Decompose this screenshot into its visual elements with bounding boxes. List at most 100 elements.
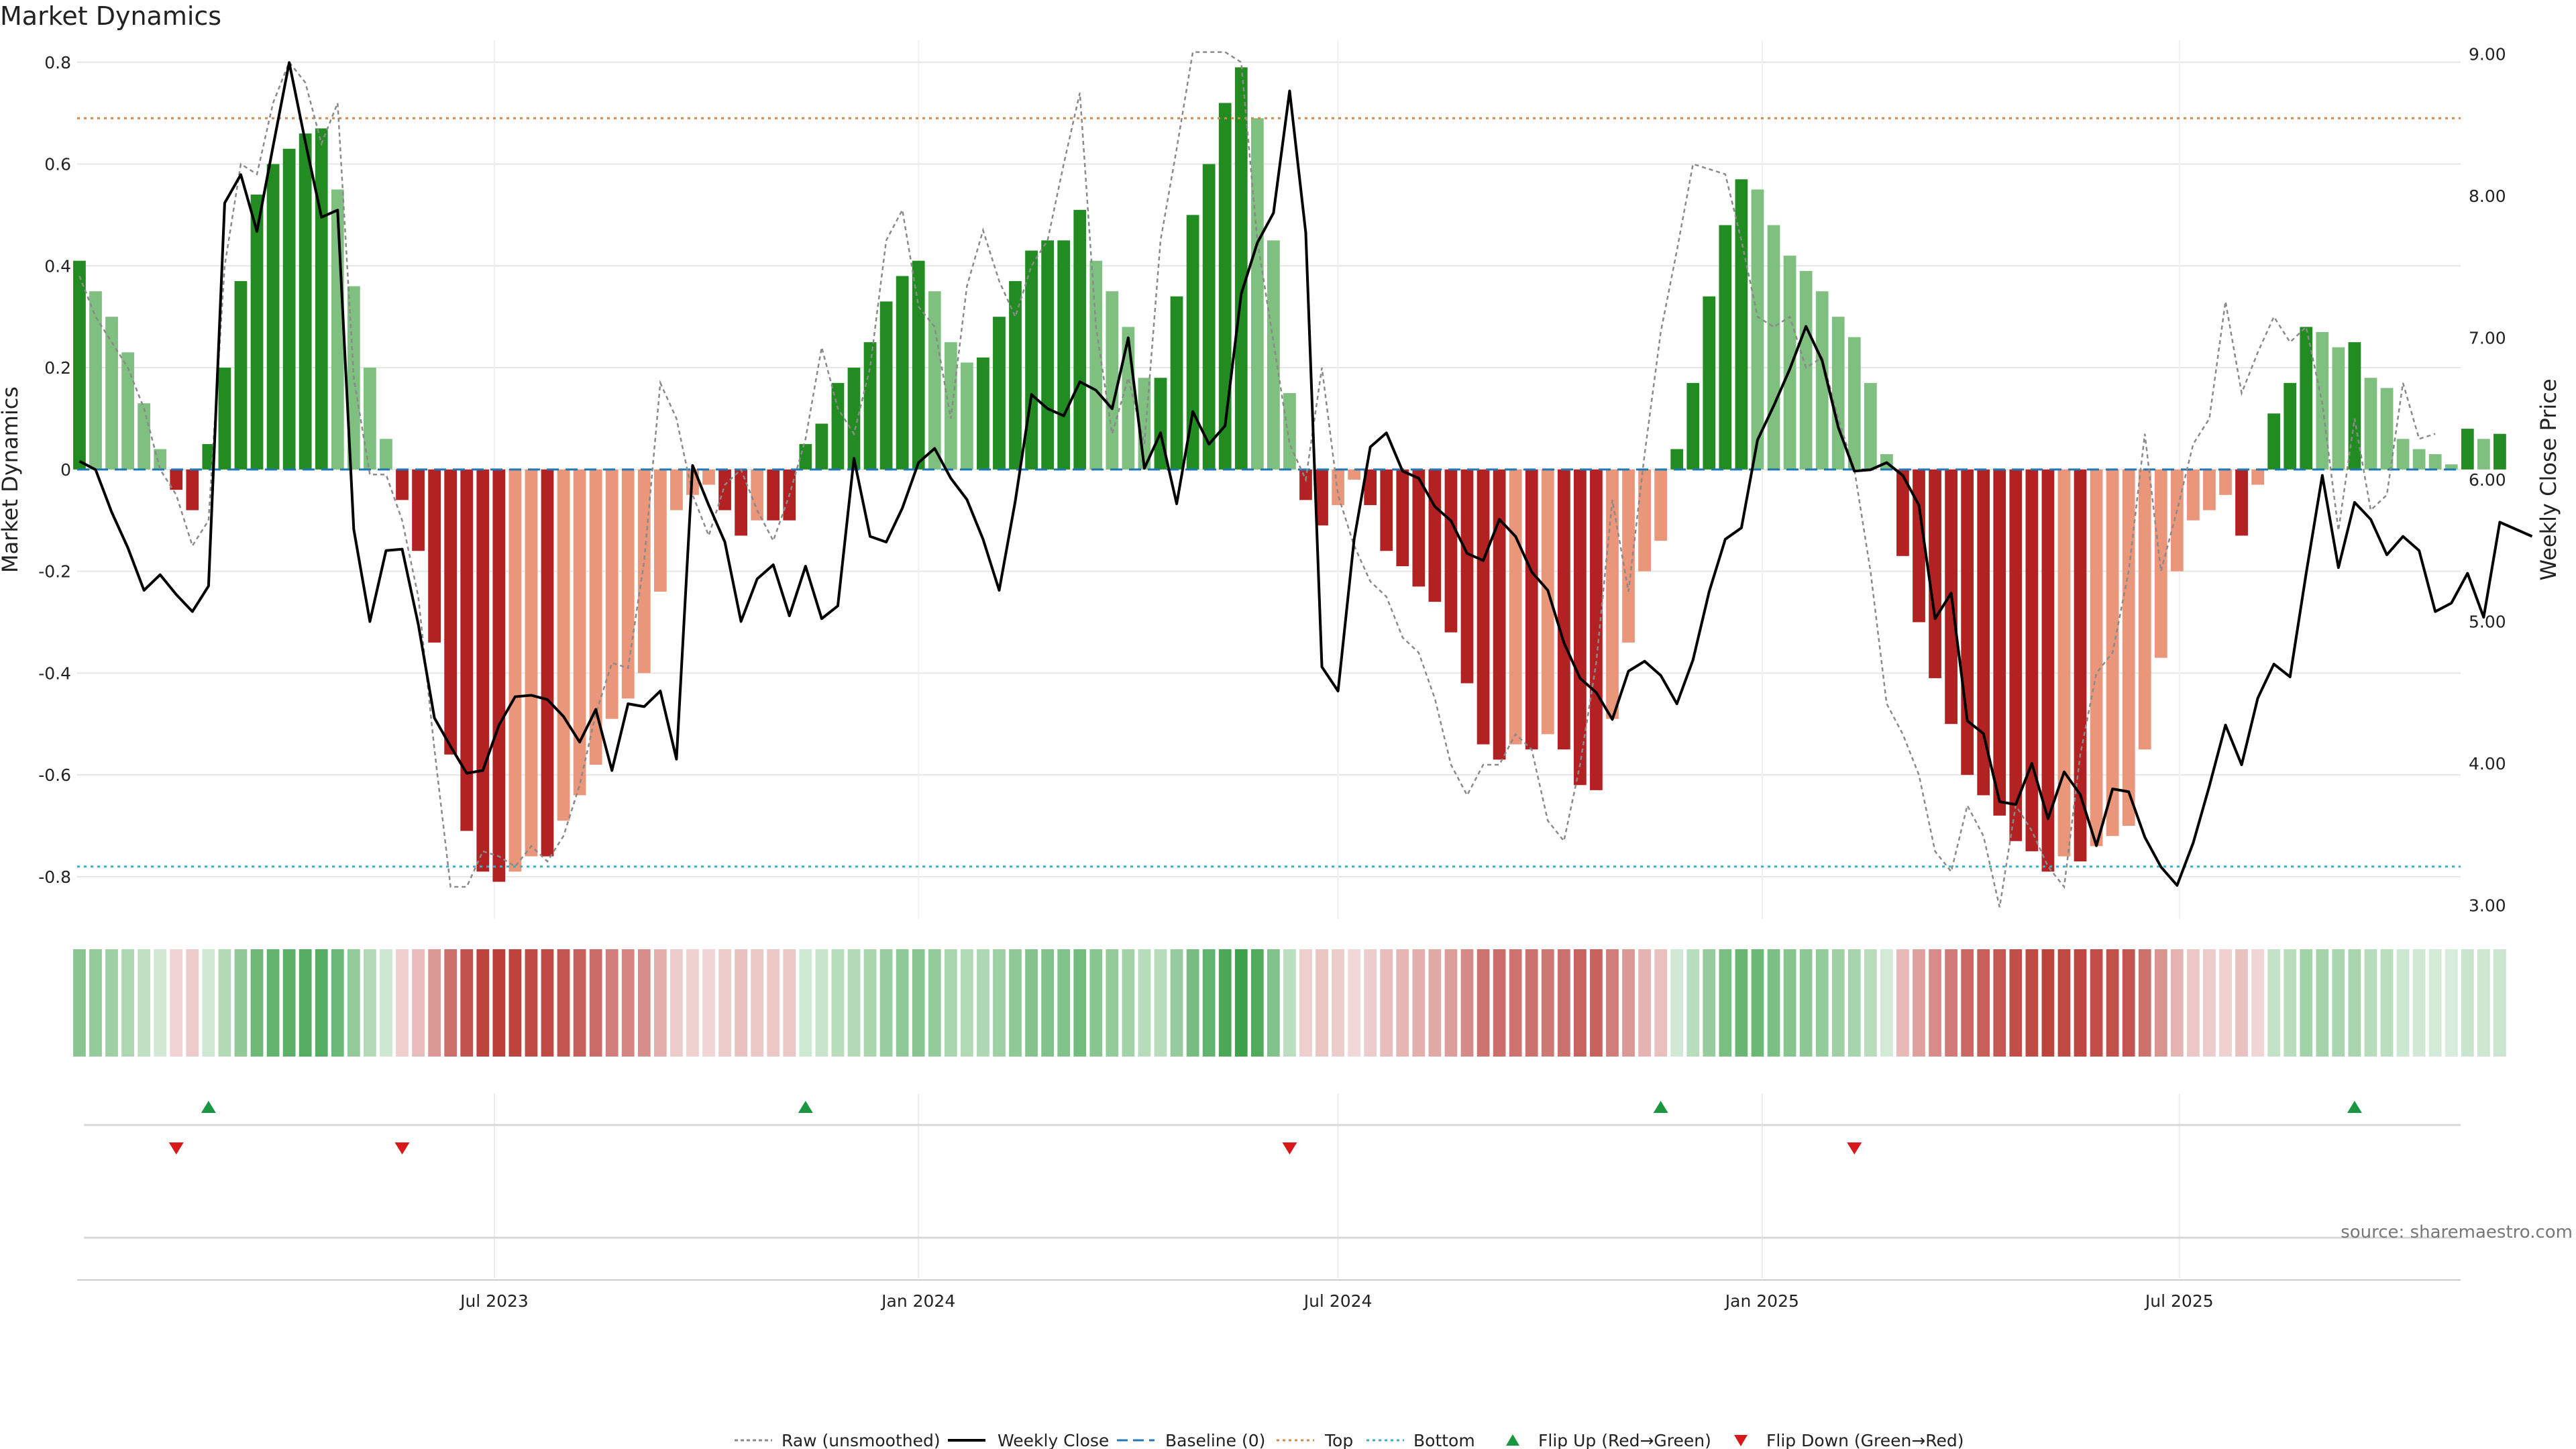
momentum-bar: [1864, 382, 1877, 470]
momentum-bar: [1896, 469, 1909, 556]
heat-cell: [1525, 949, 1538, 1057]
heat-cell: [1961, 949, 1974, 1057]
heat-cell: [960, 949, 973, 1057]
heat-cell: [1686, 949, 1700, 1057]
momentum-bar: [250, 195, 264, 470]
y-tick-label: 0: [60, 460, 71, 480]
momentum-bar: [1622, 469, 1635, 643]
heat-cell: [1089, 949, 1103, 1057]
momentum-bar: [1057, 240, 1071, 470]
heat-cell: [863, 949, 877, 1057]
momentum-bar: [105, 317, 118, 470]
raw-series-line: [78, 51, 2436, 908]
momentum-bar: [1267, 240, 1280, 470]
momentum-bar: [1250, 118, 1264, 470]
heat-cell: [2284, 949, 2297, 1057]
momentum-bar: [2412, 449, 2426, 470]
momentum-bar: [1106, 291, 1119, 470]
momentum-bar: [637, 469, 651, 674]
momentum-bar: [1831, 317, 1845, 470]
heat-cell: [138, 949, 151, 1057]
momentum-bar: [1783, 256, 1796, 470]
heat-cell: [1299, 949, 1312, 1057]
momentum-bar: [186, 469, 199, 511]
momentum-bar: [476, 469, 490, 872]
heat-cell: [815, 949, 828, 1057]
momentum-bar: [735, 469, 747, 536]
momentum-bar: [1089, 260, 1103, 470]
momentum-bar: [1929, 469, 1941, 678]
heat-cell: [460, 949, 474, 1057]
momentum-bar: [1025, 250, 1038, 470]
heat-cell: [1154, 949, 1167, 1057]
heat-cell: [702, 949, 715, 1057]
momentum-bar: [2187, 469, 2200, 521]
momentum-bar: [1686, 382, 1700, 470]
chart-title: Market Dynamics: [0, 1, 222, 31]
momentum-bar: [1202, 164, 1216, 470]
momentum-bar: [1364, 469, 1377, 505]
momentum-bar: [605, 469, 619, 719]
heat-cell: [1735, 949, 1748, 1057]
heat-cell: [1622, 949, 1635, 1057]
momentum-bar: [1041, 240, 1055, 470]
heat-cell: [2154, 949, 2167, 1057]
heat-cell: [799, 949, 812, 1057]
momentum-bar: [2074, 469, 2087, 862]
momentum-bar: [1009, 281, 1022, 470]
momentum-bar: [1590, 469, 1603, 790]
heat-cell: [1380, 949, 1393, 1057]
momentum-bar: [896, 276, 909, 470]
heat-cell: [1428, 949, 1442, 1057]
momentum-bar: [863, 342, 877, 470]
heat-cell: [637, 949, 651, 1057]
x-tick-label: Jan 2024: [880, 1291, 955, 1311]
heat-cell: [347, 949, 360, 1057]
heat-cell: [1719, 949, 1732, 1057]
momentum-bar: [2477, 439, 2490, 470]
momentum-bar: [1913, 469, 1925, 623]
momentum-bar: [1348, 469, 1361, 480]
y2-tick-label: 9.00: [2469, 45, 2506, 64]
heat-cell: [1606, 949, 1619, 1057]
heat-cell: [1638, 949, 1651, 1057]
heat-cell: [2493, 949, 2506, 1057]
heat-cell: [1574, 949, 1587, 1057]
momentum-heat-strip: [73, 949, 2506, 1057]
heat-cell: [1880, 949, 1893, 1057]
heat-cell: [1477, 949, 1490, 1057]
legend-swatch-flip-down: [1734, 1435, 1748, 1446]
heat-cell: [1186, 949, 1199, 1057]
y2-axis-label: Weekly Close Price: [2536, 378, 2561, 580]
momentum-bar: [299, 133, 312, 470]
heat-cell: [1751, 949, 1764, 1057]
heat-cell: [380, 949, 392, 1057]
y2-tick-label: 6.00: [2469, 470, 2506, 490]
heat-cell: [1283, 949, 1296, 1057]
heat-cell: [557, 949, 570, 1057]
source-note: source: sharemaestro.com: [2341, 1222, 2573, 1242]
momentum-bar: [2090, 469, 2103, 847]
heat-cell: [2445, 949, 2458, 1057]
y-tick-label: -0.4: [38, 663, 71, 683]
y-tick-label: 0.2: [44, 358, 71, 378]
price-lines: [78, 51, 2533, 908]
heat-cell: [444, 949, 458, 1057]
heat-cell: [847, 949, 861, 1057]
heat-cell: [234, 949, 248, 1057]
heat-cell: [1218, 949, 1232, 1057]
momentum-bar: [154, 449, 167, 470]
heat-cell: [315, 949, 328, 1057]
y2-tick-label: 3.00: [2469, 896, 2506, 915]
momentum-bar: [1703, 296, 1716, 470]
axes: 0.8 0.6 0.4 0.2 0 -0.2 -0.4 -0.6 -0.8 9.00 8.00 7.0…: [0, 45, 2561, 1311]
heat-cell: [2090, 949, 2103, 1057]
heat-cell: [1444, 949, 1458, 1057]
heat-cell: [1041, 949, 1055, 1057]
y2-tick-label: 5.00: [2469, 612, 2506, 631]
momentum-bar: [412, 469, 425, 551]
momentum-bar: [2170, 469, 2184, 572]
heat-cell: [1783, 949, 1796, 1057]
momentum-bar: [525, 469, 538, 857]
heat-cell: [2300, 949, 2313, 1057]
